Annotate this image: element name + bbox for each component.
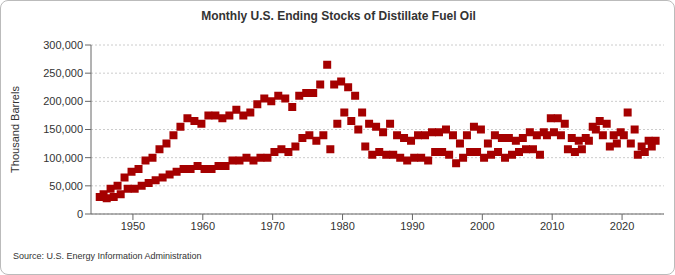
svg-text:1970: 1970 — [260, 220, 284, 232]
svg-text:1990: 1990 — [400, 220, 424, 232]
svg-text:200,000: 200,000 — [43, 95, 83, 107]
svg-text:1980: 1980 — [330, 220, 354, 232]
svg-text:2020: 2020 — [610, 220, 634, 232]
svg-text:Thousand Barrels: Thousand Barrels — [9, 86, 21, 173]
svg-text:2010: 2010 — [540, 220, 564, 232]
svg-text:150,000: 150,000 — [43, 123, 83, 135]
svg-text:1960: 1960 — [191, 220, 215, 232]
svg-text:2000: 2000 — [470, 220, 494, 232]
svg-text:50,000: 50,000 — [49, 180, 83, 192]
svg-text:100,000: 100,000 — [43, 152, 83, 164]
svg-text:0: 0 — [77, 208, 83, 220]
svg-text:1950: 1950 — [121, 220, 145, 232]
html-text:Monthly U.S. Ending Stocks of: Monthly U.S. Ending Stocks of Distillate… — [201, 9, 476, 23]
svg-text:300,000: 300,000 — [43, 39, 83, 51]
svg-text:250,000: 250,000 — [43, 67, 83, 79]
html-text:Source: U.S. Energy Informatio: Source: U.S. Energy Information Administ… — [13, 251, 202, 261]
